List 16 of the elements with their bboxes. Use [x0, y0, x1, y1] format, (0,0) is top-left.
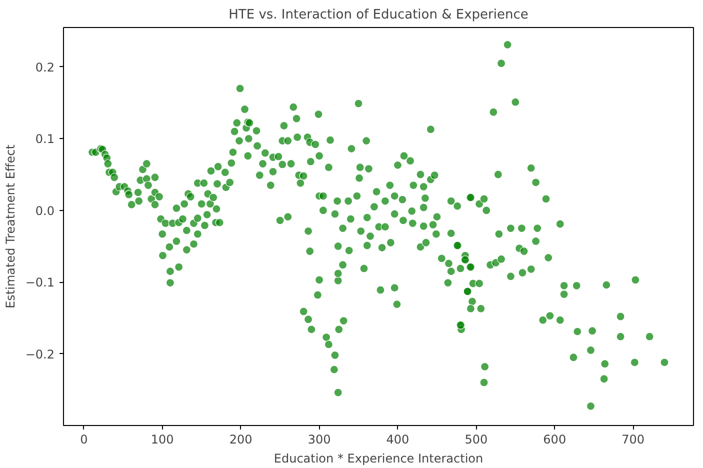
x-tick-label: 200 — [229, 432, 252, 446]
x-tick-label: 300 — [308, 432, 331, 446]
x-axis-title: Education * Experience Interaction — [274, 452, 484, 466]
x-tick-label: 600 — [543, 432, 566, 446]
y-tick-label: 0.0 — [35, 204, 55, 218]
x-tick-label: 100 — [150, 432, 174, 446]
y-tick-label: −0.1 — [25, 276, 54, 290]
x-tick-label: 400 — [386, 432, 410, 446]
x-tick-label: 500 — [464, 432, 488, 446]
x-tick-label: 700 — [622, 432, 645, 446]
y-axis-title: Estimated Treatment Effect — [3, 144, 18, 308]
y-tick-label: 0.1 — [35, 132, 55, 146]
y-tick-label: 0.2 — [35, 60, 55, 74]
chart-title: HTE vs. Interaction of Education & Experience — [228, 8, 528, 22]
y-tick-label: −0.2 — [25, 347, 54, 362]
x-tick-label: 0 — [80, 432, 88, 446]
